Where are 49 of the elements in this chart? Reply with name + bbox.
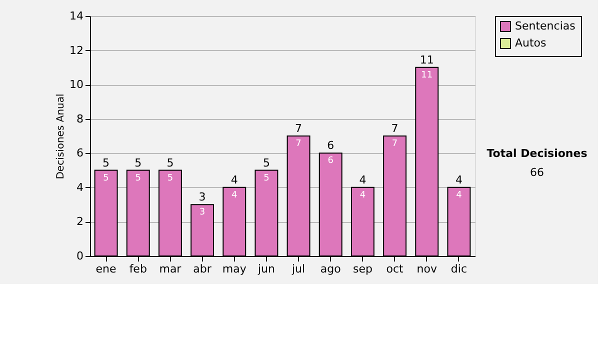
total-label: 7 [295,122,302,135]
text: 66 [530,166,544,179]
y-tick-label: 8 [76,112,84,126]
legend-label: Sentencias [515,20,576,32]
y-tick-label: 6 [76,146,84,160]
data-label: 4 [360,190,366,200]
total-label: 4 [455,173,462,186]
y-tick-label: 0 [76,250,84,262]
x-tick-label: nov [416,262,438,276]
data-label: 7 [296,139,302,149]
y-tick-label: 4 [76,180,84,194]
legend-label: Autos [515,36,547,50]
data-label: 5 [167,173,174,184]
data-label: 11 [421,70,433,80]
data-label: 3 [199,208,206,218]
data-label: 6 [328,156,334,166]
x-tick-label: may [222,262,247,276]
data-label: 4 [456,190,462,200]
x-tick-label: ago [320,262,342,276]
x-tick-label: mar [159,262,182,276]
data-label: 4 [232,190,238,200]
y-tick-label: 14 [70,10,84,22]
y-axis-title: Decisiones Anual [56,94,67,180]
x-tick-label: feb [129,262,147,276]
y-tick-label: 12 [70,44,84,57]
total-label: 5 [134,156,142,170]
data-label: 7 [392,139,398,149]
data-label: 5 [264,173,270,184]
data-label: 5 [103,173,109,184]
total-label: 4 [359,173,366,186]
total-label: 11 [420,53,434,66]
total-label: 5 [166,156,174,170]
total-label: 5 [262,156,270,170]
text: Total Decisiones [486,147,588,160]
x-tick-label: jul [290,262,306,276]
total-label: 5 [102,156,110,170]
x-tick-label: sep [352,262,372,276]
x-tick-label: jun [256,262,275,276]
x-tick-label: oct [386,262,404,276]
total-label: 7 [391,122,398,135]
data-label: 5 [135,173,141,184]
total-label: 3 [198,190,206,204]
y-tick-label: 2 [76,215,84,228]
x-tick-label: abr [193,262,212,276]
x-tick-label: dic [450,262,468,276]
x-tick-label: ene [96,262,117,276]
y-tick-label: 10 [70,78,84,92]
total-label: 4 [230,173,238,186]
total-label: 6 [327,139,334,152]
